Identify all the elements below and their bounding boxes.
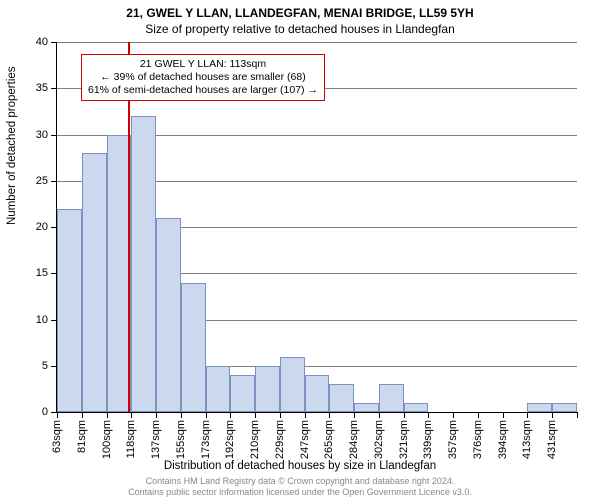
- x-tick: [527, 412, 528, 418]
- footer: Contains HM Land Registry data © Crown c…: [0, 476, 600, 498]
- footer-line1: Contains HM Land Registry data © Crown c…: [146, 476, 455, 486]
- y-tick-label: 40: [36, 36, 48, 48]
- annotation-line3: 61% of semi-detached houses are larger (…: [88, 84, 318, 96]
- histogram-bar: [329, 384, 354, 412]
- x-tick-label: 81sqm: [76, 420, 88, 453]
- x-tick: [453, 412, 454, 418]
- x-tick: [82, 412, 83, 418]
- y-tick-label: 35: [36, 82, 48, 94]
- histogram-bar: [280, 357, 305, 413]
- histogram-bar: [82, 153, 107, 412]
- x-tick-label: 192sqm: [224, 420, 236, 459]
- x-tick-label: 413sqm: [521, 420, 533, 459]
- chart-container: 21, GWEL Y LLAN, LLANDEGFAN, MENAI BRIDG…: [0, 0, 600, 500]
- x-tick: [478, 412, 479, 418]
- x-tick: [305, 412, 306, 418]
- x-tick-label: 357sqm: [447, 420, 459, 459]
- footer-line2: Contains public sector information licen…: [128, 487, 472, 497]
- x-tick: [181, 412, 182, 418]
- y-tick-label: 30: [36, 129, 48, 141]
- x-tick: [329, 412, 330, 418]
- x-tick: [354, 412, 355, 418]
- histogram-bar: [131, 116, 156, 412]
- y-axis-title: Number of detached properties: [6, 66, 18, 225]
- histogram-bar: [156, 218, 181, 412]
- x-tick: [131, 412, 132, 418]
- x-tick: [577, 412, 578, 418]
- x-tick-label: 431sqm: [546, 420, 558, 459]
- x-tick: [379, 412, 380, 418]
- y-tick-label: 0: [42, 406, 48, 418]
- y-tick-label: 15: [36, 267, 48, 279]
- histogram-bar: [230, 375, 255, 412]
- annotation-line2: ← 39% of detached houses are smaller (68…: [100, 71, 305, 83]
- histogram-bar: [552, 403, 577, 412]
- x-tick: [57, 412, 58, 418]
- x-tick-label: 394sqm: [497, 420, 509, 459]
- x-tick-label: 247sqm: [299, 420, 311, 459]
- x-tick-label: 229sqm: [274, 420, 286, 459]
- x-tick: [156, 412, 157, 418]
- histogram-bar: [57, 209, 82, 413]
- x-tick-label: 339sqm: [422, 420, 434, 459]
- histogram-bar: [181, 283, 206, 413]
- y-tick: [51, 42, 57, 43]
- x-tick-label: 376sqm: [472, 420, 484, 459]
- gridline: [57, 42, 577, 43]
- histogram-bar: [354, 403, 379, 412]
- histogram-bar: [379, 384, 404, 412]
- x-tick: [255, 412, 256, 418]
- histogram-bar: [206, 366, 231, 412]
- histogram-bar: [255, 366, 280, 412]
- chart-title-main: 21, GWEL Y LLAN, LLANDEGFAN, MENAI BRIDG…: [0, 6, 600, 20]
- x-tick-label: 118sqm: [125, 420, 137, 458]
- x-tick: [280, 412, 281, 418]
- histogram-bar: [527, 403, 552, 412]
- x-tick: [404, 412, 405, 418]
- x-tick: [230, 412, 231, 418]
- x-tick: [503, 412, 504, 418]
- x-tick-label: 210sqm: [249, 420, 261, 459]
- histogram-bar: [404, 403, 429, 412]
- x-tick-label: 173sqm: [200, 420, 212, 459]
- x-tick: [428, 412, 429, 418]
- y-tick: [51, 181, 57, 182]
- x-tick-label: 155sqm: [175, 420, 187, 459]
- chart-title-sub: Size of property relative to detached ho…: [0, 22, 600, 36]
- x-tick-label: 284sqm: [348, 420, 360, 459]
- x-tick-label: 100sqm: [101, 420, 113, 459]
- x-tick: [206, 412, 207, 418]
- x-tick-label: 63sqm: [51, 420, 63, 453]
- x-tick: [107, 412, 108, 418]
- x-tick-label: 265sqm: [323, 420, 335, 459]
- x-tick: [552, 412, 553, 418]
- y-tick-label: 20: [36, 221, 48, 233]
- y-tick-label: 10: [36, 314, 48, 326]
- annotation-line1: 21 GWEL Y LLAN: 113sqm: [140, 58, 266, 70]
- y-tick-label: 5: [42, 360, 48, 372]
- x-tick-label: 302sqm: [373, 420, 385, 459]
- plot-area: 051015202530354063sqm81sqm100sqm118sqm13…: [56, 42, 577, 413]
- y-tick: [51, 88, 57, 89]
- annotation-box: 21 GWEL Y LLAN: 113sqm← 39% of detached …: [81, 54, 325, 101]
- x-axis-title: Distribution of detached houses by size …: [0, 460, 600, 472]
- x-tick-label: 137sqm: [150, 420, 162, 459]
- x-tick-label: 321sqm: [398, 420, 410, 459]
- y-tick-label: 25: [36, 175, 48, 187]
- y-tick: [51, 135, 57, 136]
- histogram-bar: [305, 375, 330, 412]
